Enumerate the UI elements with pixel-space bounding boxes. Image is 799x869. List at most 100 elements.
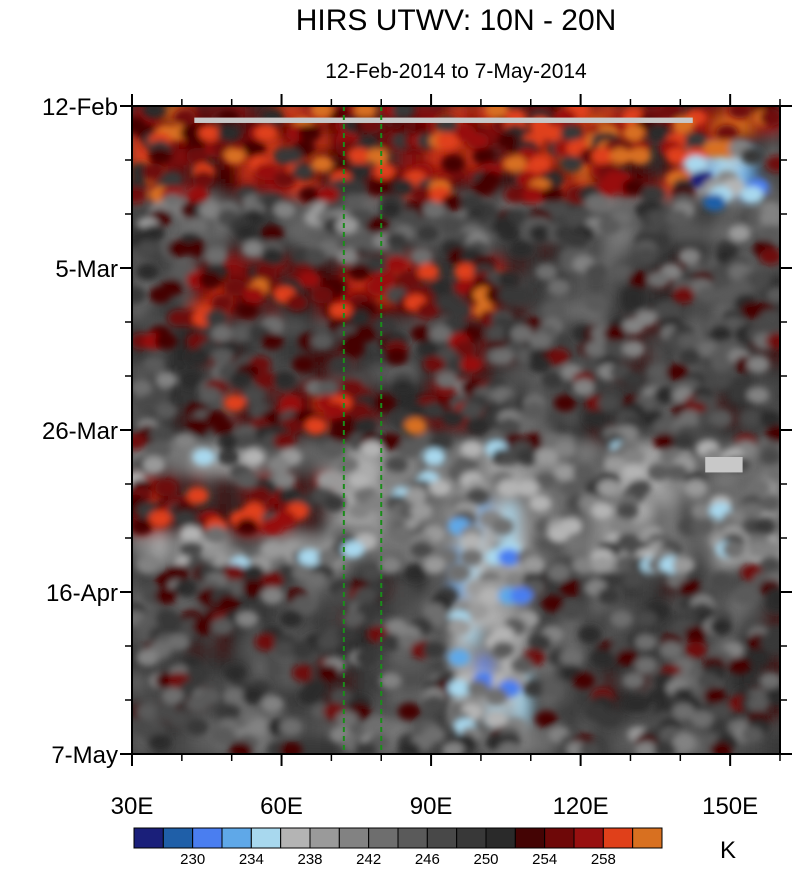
- field-blob: [497, 741, 521, 754]
- field-blob: [510, 656, 533, 674]
- field-blob: [385, 456, 409, 474]
- field-blob: [416, 301, 440, 319]
- field-blob: [142, 355, 166, 373]
- field-blob: [155, 479, 178, 497]
- field-blob: [516, 479, 539, 497]
- field-blob: [665, 209, 689, 227]
- field-blob: [597, 587, 620, 605]
- field-blob: [491, 348, 514, 366]
- field-blob: [703, 193, 726, 211]
- field-blob: [335, 217, 359, 235]
- field-blob: [622, 178, 645, 196]
- field-blob: [510, 240, 533, 258]
- field-blob: [684, 479, 708, 497]
- field-blob: [460, 402, 483, 420]
- field-blob: [566, 209, 589, 227]
- field-blob: [765, 687, 780, 705]
- field-blob: [317, 186, 340, 204]
- field-blob: [391, 178, 415, 196]
- field-blob: [759, 247, 780, 265]
- field-blob: [497, 548, 521, 566]
- field-blob: [217, 433, 240, 451]
- field-blob: [466, 132, 490, 150]
- field-blob: [254, 633, 278, 651]
- field-blob: [541, 124, 564, 142]
- x-tick-label: 90E: [410, 793, 453, 820]
- field-blob: [447, 564, 471, 582]
- colorbar-swatch: [280, 827, 311, 849]
- field-blob: [217, 703, 240, 721]
- field-blob: [740, 409, 764, 427]
- field-blob: [186, 664, 209, 682]
- colorbar-swatch: [309, 827, 340, 849]
- field-blob: [260, 224, 284, 242]
- field-blob: [398, 271, 421, 289]
- field-blob: [335, 710, 359, 728]
- field-blob: [454, 263, 477, 281]
- y-tick-label: 26-Mar: [42, 418, 118, 445]
- field-blob: [186, 695, 209, 713]
- field-blob: [217, 448, 240, 466]
- field-blob: [360, 564, 384, 582]
- field-blob: [323, 494, 346, 512]
- field-blob: [223, 687, 247, 705]
- y-axis: 12-Feb 5-Mar 26-Mar 16-Apr 7-May: [42, 94, 792, 769]
- field-blob: [404, 487, 427, 505]
- field-blob: [609, 263, 633, 281]
- field-blob: [260, 247, 284, 265]
- field-blob: [653, 433, 676, 451]
- field-blob: [385, 232, 409, 250]
- field-blob: [273, 170, 296, 188]
- field-blob: [672, 733, 695, 751]
- field-blob: [229, 325, 253, 343]
- field-blob: [560, 649, 583, 667]
- x-tick-label: 30E: [111, 793, 154, 820]
- field-blob: [560, 602, 583, 620]
- field-blob: [578, 741, 602, 754]
- field-blob: [622, 672, 645, 690]
- field-blob: [416, 224, 440, 242]
- field-blob: [616, 502, 639, 520]
- field-blob: [684, 155, 708, 173]
- field-blob: [609, 517, 633, 535]
- field-blob: [335, 456, 359, 474]
- field-blob: [690, 517, 714, 535]
- field-blob: [746, 271, 770, 289]
- field-blob: [697, 672, 720, 690]
- field-blob: [653, 741, 676, 754]
- field-blob: [132, 286, 147, 304]
- field-blob: [398, 209, 421, 227]
- field-blob: [148, 510, 172, 528]
- field-blob: [728, 106, 751, 119]
- field-blob: [298, 548, 321, 566]
- field-blob: [709, 618, 733, 636]
- field-blob: [535, 263, 558, 281]
- colorbar-swatch: [632, 827, 663, 849]
- field-blob: [672, 286, 695, 304]
- field-blob: [186, 186, 209, 204]
- field-blob: [416, 263, 440, 281]
- field-blob: [217, 124, 240, 142]
- field-blob: [746, 649, 770, 667]
- field-blob: [341, 610, 365, 628]
- field-blob: [609, 610, 633, 628]
- colorbar-swatch: [397, 827, 428, 849]
- field-blob: [678, 247, 701, 265]
- x-tick-label: 150E: [702, 793, 758, 820]
- field-blob: [715, 124, 739, 142]
- field-blob: [186, 147, 209, 165]
- field-blob: [522, 402, 546, 420]
- field-blob: [248, 487, 271, 505]
- field-blob: [173, 579, 197, 597]
- field-blob: [298, 271, 321, 289]
- field-blob: [391, 379, 415, 397]
- field-blob: [148, 733, 172, 751]
- field-blob: [179, 541, 203, 559]
- field-blob: [273, 433, 296, 451]
- field-blob: [460, 533, 483, 551]
- field-blob: [709, 741, 733, 754]
- field-blob: [497, 224, 521, 242]
- colorbar-swatch: [221, 827, 252, 849]
- field-blob: [211, 726, 234, 744]
- colorbar-label: 258: [591, 851, 616, 868]
